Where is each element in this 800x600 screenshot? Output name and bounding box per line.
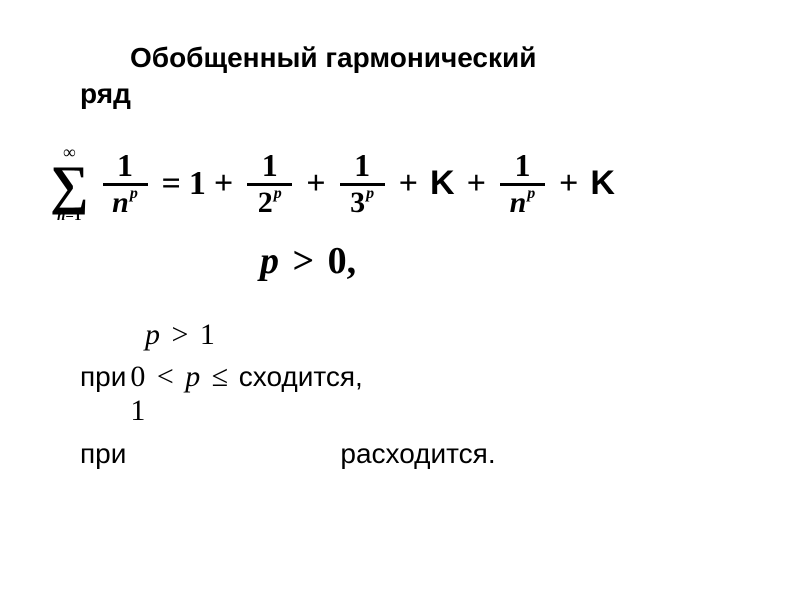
sigma-symbol: ∞ ∑ n=1 (50, 143, 89, 225)
diverges-word: расходится. (340, 438, 495, 470)
term-one: 1 (189, 165, 206, 203)
fraction-1-over-2p: 1 2 p (247, 149, 292, 218)
condition-p-gt-1: p > 1 (145, 318, 750, 352)
title-line2: ряд (80, 76, 750, 112)
slide-title: Обобщенный гармонический ряд (130, 40, 750, 113)
ellipsis-k: K (430, 164, 455, 203)
slide-content: Обобщенный гармонический ряд ∞ ∑ n=1 1 n… (0, 0, 800, 520)
convergence-line: при 0 < p ≤ 1 сходится, (80, 360, 750, 428)
plus-sign: + (399, 165, 418, 203)
pri-word: при (80, 438, 126, 470)
fraction-1-over-np: 1 n p (103, 149, 148, 218)
sigma-glyph: ∑ (50, 161, 89, 210)
plus-sign: + (559, 165, 578, 203)
equals-sign: = (162, 165, 181, 203)
fraction-1-over-3p: 1 3 p (340, 149, 385, 218)
title-line1: Обобщенный гармонический (130, 42, 536, 73)
main-formula: ∞ ∑ n=1 1 n p = 1 + 1 2 p + 1 (50, 143, 750, 225)
plus-sign: + (214, 165, 233, 203)
divergence-line: при расходится. (80, 438, 750, 470)
ellipsis-k: K (590, 164, 615, 203)
range-0-p-1: 0 < p ≤ 1 (130, 360, 248, 428)
pri-word: при (80, 361, 126, 393)
plus-sign: + (467, 165, 486, 203)
sigma-lower-limit: n=1 (57, 209, 81, 224)
fraction-1-over-np-2: 1 n p (500, 149, 545, 218)
condition-p-gt-0: p > 0, (260, 239, 750, 283)
plus-sign: + (306, 165, 325, 203)
converges-word: сходится, (239, 361, 363, 393)
